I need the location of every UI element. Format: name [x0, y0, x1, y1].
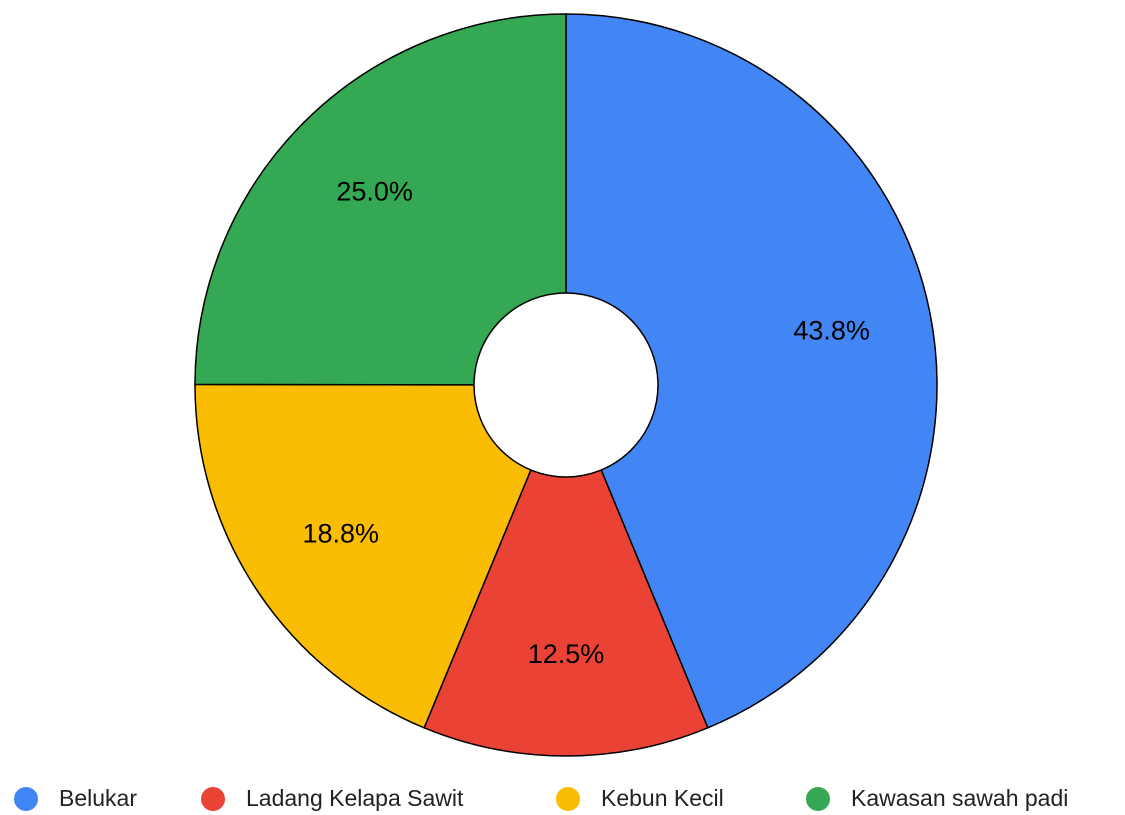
slice-label: 18.8% — [302, 518, 379, 548]
legend-swatch — [806, 787, 830, 811]
donut-hole — [473, 292, 659, 478]
pie-slice — [194, 13, 567, 386]
slice-label: 25.0% — [336, 176, 413, 206]
legend-label: Belukar — [59, 785, 137, 811]
legend-swatch — [14, 787, 38, 811]
slice-label: 12.5% — [528, 639, 605, 669]
legend-label: Kebun Kecil — [601, 785, 724, 811]
pie-slice — [423, 383, 709, 757]
legend-swatch — [201, 787, 225, 811]
legend-swatch — [556, 787, 580, 811]
pie-slice — [194, 383, 568, 729]
legend-label: Kawasan sawah padi — [851, 785, 1068, 811]
legend-label: Ladang Kelapa Sawit — [246, 785, 464, 811]
slice-label: 43.8% — [793, 315, 870, 345]
pie-slice — [565, 13, 938, 729]
